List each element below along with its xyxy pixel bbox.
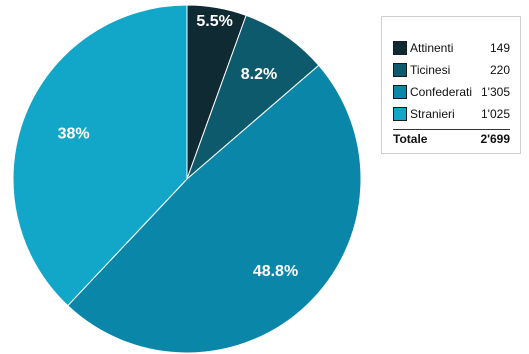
legend-item-ticinesi: Ticinesi 220: [393, 61, 510, 79]
pie-data-label: 48.8%: [253, 263, 298, 280]
legend-label: Confederati: [410, 85, 473, 99]
legend-label: Ticinesi: [410, 63, 451, 77]
legend-label: Stranieri: [410, 107, 455, 121]
pie-slice-confederati: [66, 64, 362, 354]
pie-slice-ticinesi: [185, 14, 320, 181]
legend-value: 149: [489, 41, 510, 55]
legend-label: Attinenti: [410, 41, 454, 55]
pie-data-label: 5.5%: [196, 13, 232, 30]
legend-value: 220: [489, 63, 510, 77]
legend-item-stranieri: Stranieri 1'025: [393, 105, 510, 123]
legend-swatch-confederati: [393, 85, 407, 99]
legend: Attinenti 149 Ticinesi 220 Confederati 1…: [381, 16, 521, 154]
legend-swatch-stranieri: [393, 107, 407, 121]
legend-value: 1'025: [481, 107, 510, 121]
legend-item-confederati: Confederati 1'305: [393, 83, 510, 101]
legend-total-value: 2'699: [480, 132, 510, 146]
legend-total-label: Totale: [393, 132, 428, 146]
pie-data-label: 8.2%: [241, 66, 277, 83]
pie-chart: 5.5% 8.2% 48.8% 38%: [12, 4, 362, 354]
legend-swatch-ticinesi: [393, 63, 407, 77]
pie-data-label: 38%: [58, 126, 90, 143]
legend-item-attinenti: Attinenti 149: [393, 39, 510, 57]
pie-slice-stranieri: [12, 4, 188, 307]
legend-value: 1'305: [481, 85, 510, 99]
legend-swatch-attinenti: [393, 41, 407, 55]
legend-total: Totale 2'699: [393, 129, 510, 148]
